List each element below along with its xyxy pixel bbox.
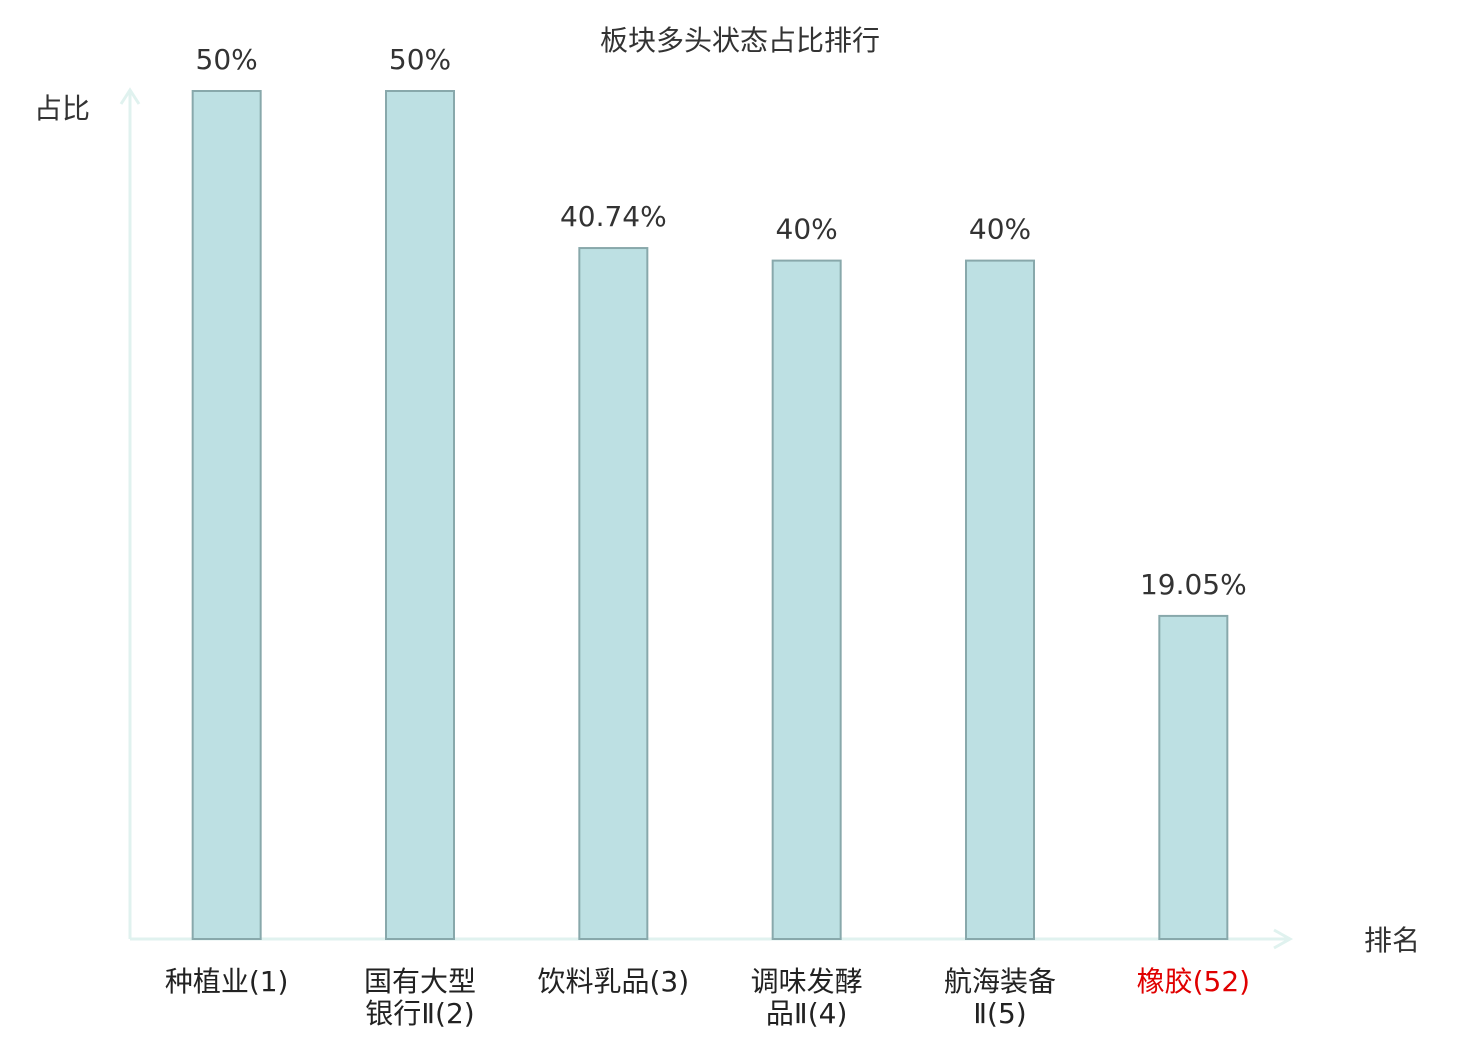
bar	[578, 247, 649, 940]
value-label: 50%	[196, 43, 258, 76]
y-axis-label: 占比	[34, 92, 90, 125]
value-label: 19.05%	[1140, 568, 1247, 601]
x-tick-label: 种植业(1)	[164, 965, 289, 998]
x-tick-label: 调味发酵 品Ⅱ(4)	[750, 965, 863, 1030]
x-axis-arrow	[1273, 928, 1294, 950]
y-axis-arrow	[119, 87, 141, 105]
value-label: 40.74%	[560, 200, 667, 233]
value-label: 40%	[776, 213, 838, 246]
bar	[1158, 614, 1229, 940]
x-tick-label: 航海装备 Ⅱ(5)	[943, 965, 1056, 1030]
value-label: 50%	[389, 43, 451, 76]
x-tick-label: 饮料乳品(3)	[537, 965, 690, 998]
x-tick-label: 国有大型 银行Ⅱ(2)	[363, 965, 476, 1030]
chart-title: 板块多头状态占比排行	[600, 24, 880, 57]
x-axis-label: 排名	[1364, 924, 1420, 957]
bar	[965, 259, 1035, 941]
x-tick-label: 橡胶(52)	[1136, 965, 1251, 998]
bar	[771, 259, 842, 941]
bar	[385, 90, 455, 940]
value-label: 40%	[969, 213, 1031, 246]
bar	[191, 90, 262, 940]
